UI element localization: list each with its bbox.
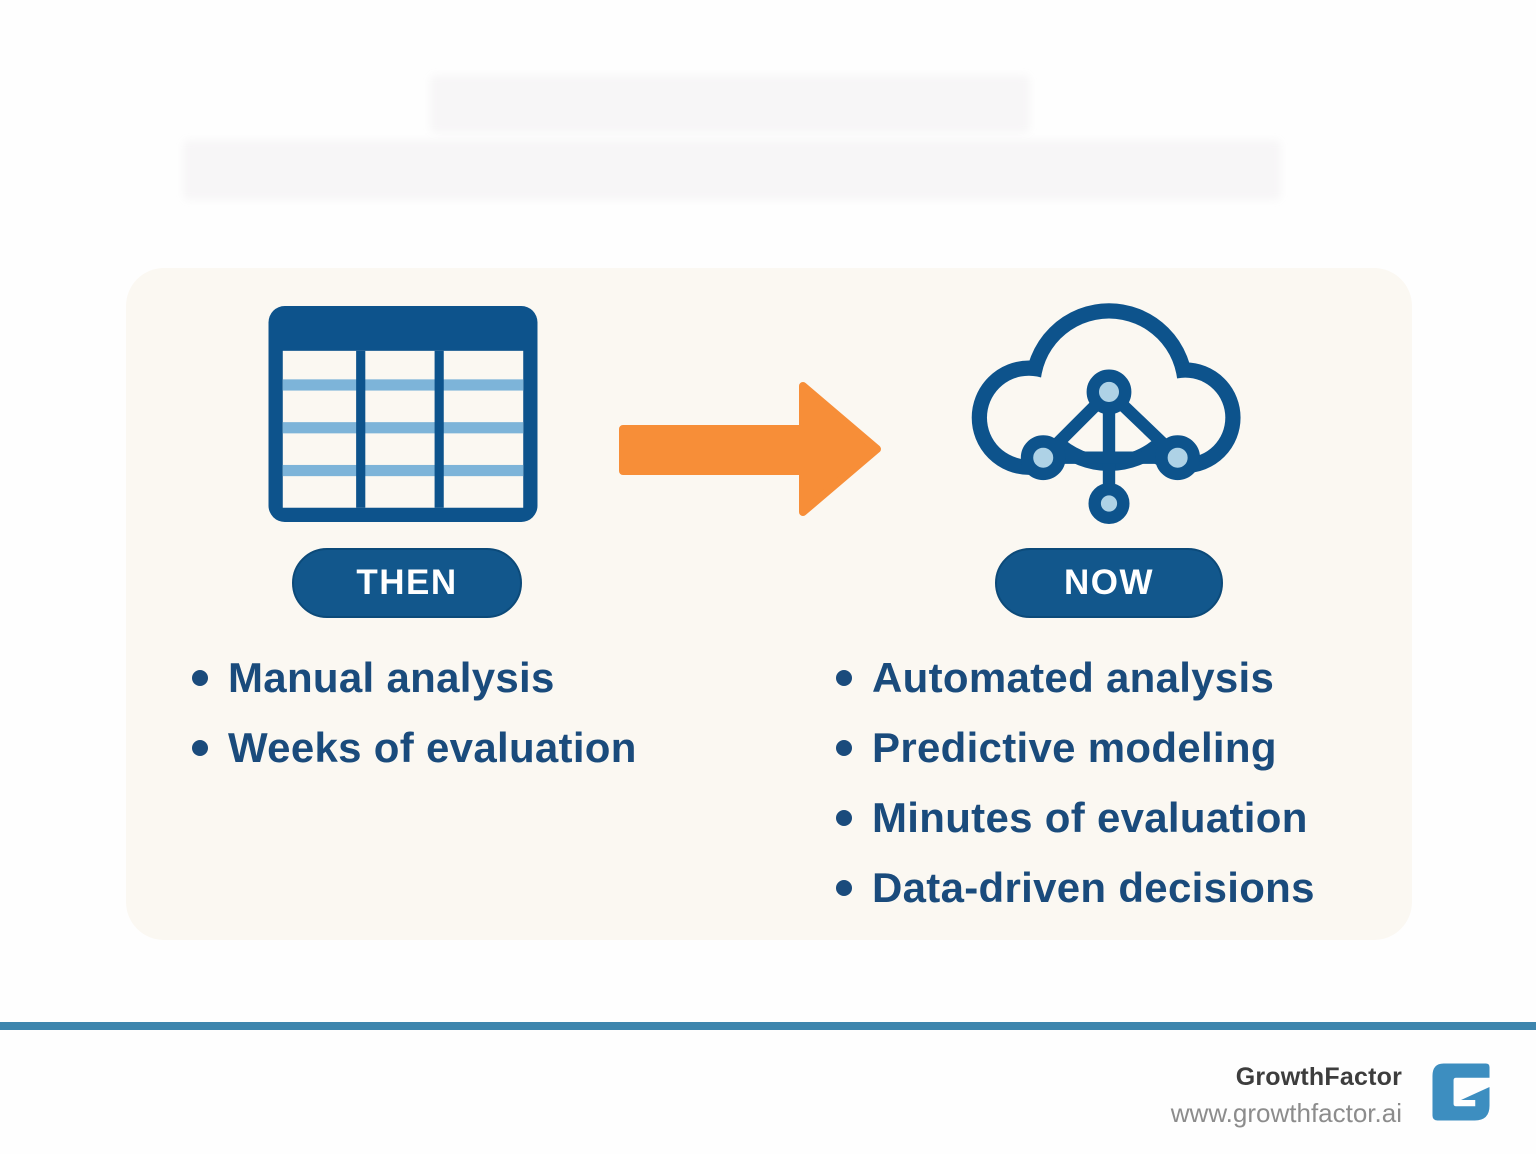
bullet-text: Predictive modeling [872, 724, 1277, 771]
then-bullet-list: Manual analysis Weeks of evaluation [192, 643, 637, 783]
list-item: Minutes of evaluation [836, 783, 1315, 853]
bullet-text: Automated analysis [872, 654, 1275, 701]
list-item: Automated analysis [836, 643, 1315, 713]
then-badge: THEN [292, 548, 522, 618]
bullet-dot [836, 740, 852, 756]
bullet-text: Manual analysis [228, 654, 555, 701]
growthfactor-g-logo-icon [1432, 1063, 1490, 1121]
bullet-dot [836, 810, 852, 826]
cloud-network-icon [971, 303, 1241, 524]
list-item: Weeks of evaluation [192, 713, 637, 783]
bullet-dot [192, 670, 208, 686]
bullet-text: Weeks of evaluation [228, 724, 637, 771]
faded-title-remnant-line2 [183, 140, 1281, 200]
bullet-dot [836, 670, 852, 686]
now-bullet-list: Automated analysis Predictive modeling M… [836, 643, 1315, 923]
now-badge-label: NOW [1063, 563, 1155, 602]
table-grid-icon [268, 306, 538, 522]
footer-divider-line [0, 1022, 1536, 1030]
arrow-right-icon [619, 382, 881, 516]
brand-name: GrowthFactor [1235, 1063, 1402, 1091]
now-badge: NOW [995, 548, 1223, 618]
list-item: Data-driven decisions [836, 853, 1315, 923]
brand-website: www.growthfactor.ai [1170, 1098, 1402, 1129]
bullet-text: Minutes of evaluation [872, 794, 1308, 841]
bullet-text: Data-driven decisions [872, 864, 1315, 911]
list-item: Manual analysis [192, 643, 637, 713]
then-badge-label: THEN [356, 563, 458, 602]
list-item: Predictive modeling [836, 713, 1315, 783]
footer-brand-block: GrowthFactor www.growthfactor.ai [1042, 1062, 1402, 1130]
faded-title-remnant-line1 [430, 75, 1030, 133]
bullet-dot [836, 880, 852, 896]
bullet-dot [192, 740, 208, 756]
